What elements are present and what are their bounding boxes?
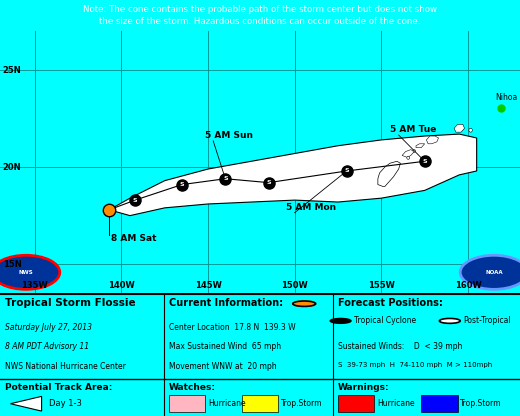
Polygon shape — [378, 161, 400, 186]
Text: S: S — [133, 198, 137, 203]
Text: Center Location  17.8 N  139.3 W: Center Location 17.8 N 139.3 W — [169, 323, 296, 332]
Circle shape — [293, 301, 316, 307]
Circle shape — [330, 318, 351, 323]
Text: 160W: 160W — [454, 281, 482, 290]
Circle shape — [407, 156, 410, 159]
Circle shape — [439, 318, 460, 323]
Text: S: S — [180, 182, 184, 187]
Text: S: S — [422, 159, 427, 164]
Text: S: S — [344, 168, 349, 173]
Text: 20N: 20N — [3, 163, 21, 171]
Polygon shape — [426, 136, 438, 144]
Text: Current Information:: Current Information: — [169, 298, 283, 308]
Text: Max Sustained Wind  65 mph: Max Sustained Wind 65 mph — [169, 342, 281, 352]
FancyBboxPatch shape — [169, 395, 205, 412]
Text: Hurricane: Hurricane — [208, 399, 245, 408]
Text: Note: The cone contains the probable path of the storm center but does not show
: Note: The cone contains the probable pat… — [83, 5, 437, 26]
Text: Nihoa: Nihoa — [496, 93, 518, 102]
Text: 155W: 155W — [368, 281, 395, 290]
Polygon shape — [416, 144, 425, 148]
Circle shape — [413, 150, 415, 152]
Text: S: S — [266, 180, 271, 185]
Text: Trop.Storm: Trop.Storm — [460, 399, 502, 408]
Polygon shape — [454, 124, 464, 132]
Polygon shape — [109, 134, 477, 215]
Text: 5 AM Tue: 5 AM Tue — [390, 125, 436, 134]
Text: Day 1-3: Day 1-3 — [49, 399, 82, 408]
Text: Tropical Cyclone: Tropical Cyclone — [354, 317, 415, 325]
Text: NWS: NWS — [19, 270, 33, 275]
Text: 145W: 145W — [194, 281, 222, 290]
Text: 8 AM PDT Advisory 11: 8 AM PDT Advisory 11 — [5, 342, 89, 352]
Circle shape — [469, 128, 472, 132]
FancyBboxPatch shape — [242, 395, 278, 412]
FancyBboxPatch shape — [512, 0, 520, 31]
Circle shape — [460, 255, 520, 290]
Text: S: S — [223, 176, 228, 181]
Text: NOAA: NOAA — [485, 270, 503, 275]
Circle shape — [0, 255, 60, 290]
Text: NWS National Hurricane Center: NWS National Hurricane Center — [5, 362, 126, 371]
Text: 8 AM Sat: 8 AM Sat — [111, 234, 157, 243]
FancyBboxPatch shape — [0, 0, 8, 31]
Text: Watches:: Watches: — [169, 383, 216, 392]
Text: 140W: 140W — [108, 281, 135, 290]
Polygon shape — [10, 396, 42, 411]
Text: Forecast Positions:: Forecast Positions: — [338, 298, 443, 308]
FancyBboxPatch shape — [421, 395, 458, 412]
Text: 135W: 135W — [21, 281, 48, 290]
Text: Hurricane: Hurricane — [377, 399, 414, 408]
Text: Sustained Winds:    D  < 39 mph: Sustained Winds: D < 39 mph — [338, 342, 462, 352]
Text: 25N: 25N — [3, 66, 21, 74]
Text: 150W: 150W — [281, 281, 308, 290]
Text: Tropical Storm Flossie: Tropical Storm Flossie — [5, 298, 136, 308]
Polygon shape — [402, 150, 414, 157]
Text: Warnings:: Warnings: — [338, 383, 389, 392]
Text: 5 AM Sun: 5 AM Sun — [204, 131, 253, 140]
Text: 5 AM Mon: 5 AM Mon — [286, 203, 336, 212]
Text: Potential Track Area:: Potential Track Area: — [5, 383, 112, 392]
Text: S  39-73 mph  H  74-110 mph  M > 110mph: S 39-73 mph H 74-110 mph M > 110mph — [338, 362, 492, 368]
Text: 15N: 15N — [3, 260, 21, 269]
Text: Movement WNW at  20 mph: Movement WNW at 20 mph — [169, 362, 277, 371]
Text: Saturday July 27, 2013: Saturday July 27, 2013 — [5, 323, 92, 332]
Text: Trop.Storm: Trop.Storm — [281, 399, 322, 408]
Text: Post-Tropical: Post-Tropical — [463, 317, 511, 325]
FancyBboxPatch shape — [338, 395, 374, 412]
